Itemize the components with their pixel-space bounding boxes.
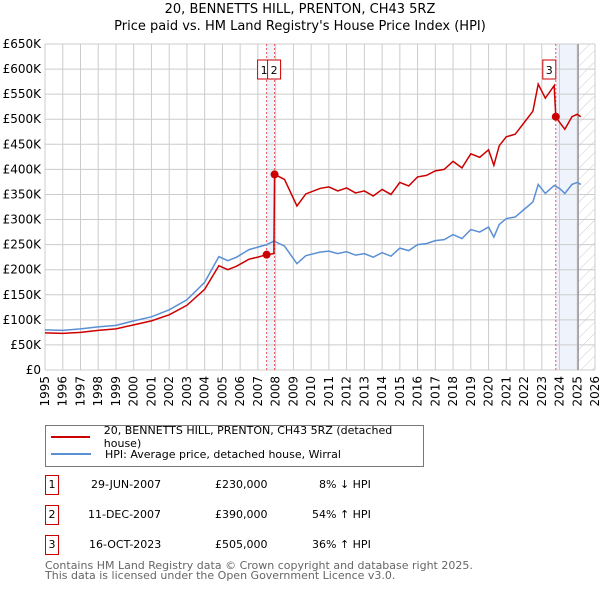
sale-row: 2 11-DEC-2007 £390,000 54% ↑ HPI — [45, 505, 545, 525]
x-tick-label: 2010 — [304, 376, 318, 407]
x-tick-label: 1996 — [56, 376, 70, 407]
x-tick-label: 2021 — [499, 376, 513, 407]
sale-point — [262, 250, 271, 259]
x-tick-label: 2012 — [340, 376, 354, 407]
x-tick-label: 2001 — [144, 376, 158, 407]
sale-point — [551, 112, 560, 121]
x-tick-label: 2026 — [588, 376, 600, 407]
legend-swatch-hpi — [51, 453, 91, 455]
y-tick-label: £650K — [3, 37, 43, 51]
legend-swatch-property — [51, 436, 90, 438]
x-tick-label: 2019 — [464, 376, 478, 407]
x-tick-label: 2006 — [233, 376, 247, 407]
sale-badge: 2 — [45, 505, 59, 525]
x-tick-label: 2020 — [482, 376, 496, 407]
property-price-line — [44, 81, 582, 335]
y-tick-label: £600K — [3, 62, 43, 76]
y-tick-label: £550K — [3, 87, 43, 101]
x-tick-label: 2017 — [428, 376, 442, 407]
x-tick-label: 2007 — [251, 376, 265, 407]
x-tick-label: 2002 — [162, 376, 176, 407]
x-tick-label: 1999 — [109, 376, 123, 407]
x-tick-label: 2009 — [286, 376, 300, 407]
shaded-range — [266, 44, 275, 370]
y-tick-label: £400K — [3, 162, 43, 176]
x-tick-label: 2015 — [393, 376, 407, 407]
footer-line-1: Contains HM Land Registry data © Crown c… — [45, 559, 473, 572]
sale-price: £230,000 — [215, 478, 268, 491]
sale-row: 3 16-OCT-2023 £505,000 36% ↑ HPI — [45, 535, 545, 555]
x-tick-label: 2023 — [535, 376, 549, 407]
x-tick-label: 1995 — [38, 376, 52, 407]
x-tick-label: 2003 — [180, 376, 194, 407]
sale-badge-label: 1 — [261, 64, 268, 77]
x-tick-label: 2013 — [357, 376, 371, 407]
legend-label-hpi: HPI: Average price, detached house, Wirr… — [105, 447, 341, 461]
sale-date: 29-JUN-2007 — [91, 478, 162, 491]
hpi-line — [44, 181, 582, 332]
y-tick-label: £300K — [3, 213, 43, 227]
x-tick-label: 2011 — [322, 376, 336, 407]
sale-point — [270, 170, 279, 179]
x-tick-label: 2018 — [446, 376, 460, 407]
x-tick-label: 2004 — [198, 376, 212, 407]
plot-area: £0 £50K £100K £150K £200K £250K £300K £350K £400… — [3, 37, 600, 407]
sale-badge-label: 2 — [271, 64, 278, 77]
y-tick-label: £250K — [3, 238, 43, 252]
y-tick-label: £100K — [3, 313, 43, 327]
sale-badge: 3 — [45, 535, 59, 555]
sale-badge-box — [542, 59, 557, 80]
y-tick-label: £450K — [3, 137, 43, 151]
x-tick-label: 2005 — [215, 376, 229, 407]
sale-hpi: 36% ↑ HPI — [312, 538, 371, 551]
legend-label-property: 20, BENNETTS HILL, PRENTON, CH43 5RZ (de… — [103, 424, 393, 450]
chart-subtitle: Price paid vs. HM Land Registry's House … — [114, 19, 486, 34]
sale-date: 16-OCT-2023 — [89, 538, 162, 551]
sale-hpi: 8% ↓ HPI — [319, 478, 371, 491]
footer-line-2: This data is licensed under the Open Gov… — [45, 569, 396, 582]
x-tick-label: 2014 — [375, 376, 389, 407]
x-tick-label: 2024 — [553, 376, 567, 407]
x-tick-label: 2000 — [127, 376, 141, 407]
sale-hpi: 54% ↑ HPI — [312, 508, 371, 521]
y-tick-label: £350K — [3, 187, 43, 201]
forecast-hatch — [578, 44, 595, 370]
y-tick-label: £150K — [3, 288, 43, 302]
y-tick-label: £0 — [26, 363, 41, 377]
y-tick-label: £200K — [3, 263, 43, 277]
chart-title: 20, BENNETTS HILL, PRENTON, CH43 5RZ — [164, 2, 436, 17]
sale-price: £505,000 — [215, 538, 268, 551]
sale-badge-box — [267, 59, 282, 80]
x-tick-label: 2016 — [411, 376, 425, 407]
footer: Contains HM Land Registry data © Crown c… — [45, 559, 473, 582]
sale-date: 11-DEC-2007 — [88, 508, 162, 521]
y-tick-label: £500K — [3, 112, 43, 126]
y-tick-label: £50K — [10, 338, 42, 352]
x-tick-label: 2025 — [570, 376, 584, 407]
sale-badge: 1 — [45, 475, 59, 495]
sale-row: 1 29-JUN-2007 £230,000 8% ↓ HPI — [45, 475, 545, 495]
x-tick-label: 2008 — [269, 376, 283, 407]
sale-badge-label: 3 — [546, 64, 553, 77]
x-tick-label: 2022 — [517, 376, 531, 407]
legend: 20, BENNETTS HILL, PRENTON, CH43 5RZ (de… — [45, 424, 424, 467]
sale-price: £390,000 — [215, 508, 268, 521]
x-tick-label: 1997 — [73, 376, 87, 407]
x-tick-label: 1998 — [91, 376, 105, 407]
